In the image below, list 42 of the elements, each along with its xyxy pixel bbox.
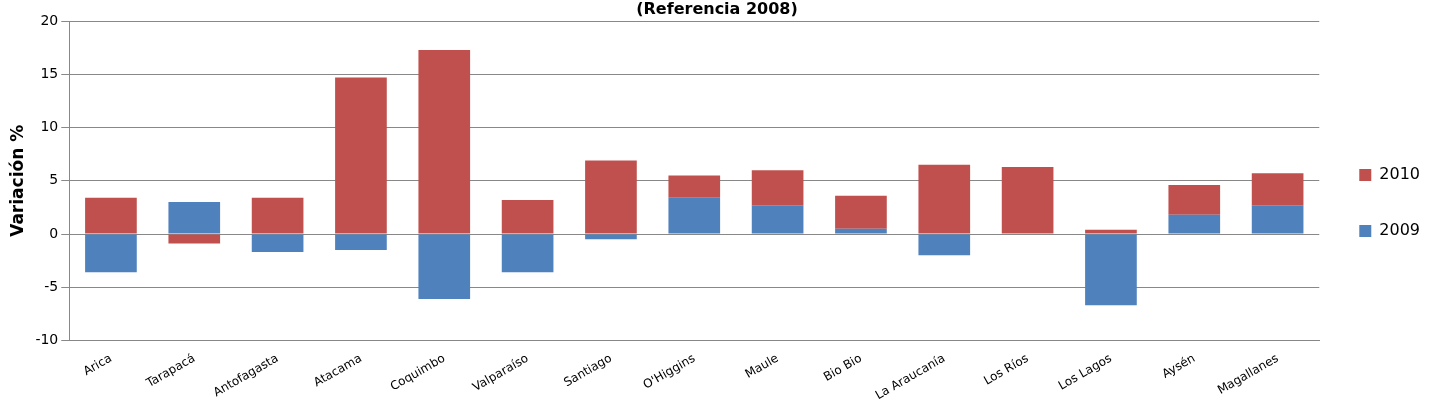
bar	[918, 164, 971, 234]
bar	[1085, 229, 1137, 234]
y-tick-label: 15	[40, 65, 59, 82]
y-tick-label: -10	[35, 331, 59, 348]
bar	[751, 170, 804, 206]
bar	[1085, 234, 1137, 306]
bar	[251, 234, 304, 253]
y-tick-label: 0	[49, 224, 59, 241]
bar	[501, 199, 554, 234]
x-tick-label: Arica	[80, 350, 114, 379]
x-tick-label: Los Ríos	[981, 350, 1031, 388]
y-axis-title: Variación %	[6, 124, 27, 237]
bar	[835, 195, 887, 229]
bar	[418, 49, 471, 234]
bar	[668, 175, 721, 198]
legend-label: 2010	[1379, 164, 1420, 184]
bar	[251, 197, 304, 234]
chart-title: (Referencia 2008)	[636, 0, 798, 18]
legend-label: 2009	[1379, 220, 1420, 240]
bar	[501, 234, 554, 273]
bar	[585, 160, 637, 234]
y-tick-label: -5	[44, 277, 59, 294]
bar	[751, 205, 804, 234]
bar	[335, 77, 387, 234]
bar	[85, 197, 137, 234]
bar	[1001, 166, 1054, 233]
y-tick-label: 5	[49, 171, 59, 188]
y-tick-label: 10	[40, 118, 59, 135]
bar	[1251, 173, 1304, 206]
bar	[918, 234, 971, 256]
bar	[85, 234, 137, 273]
bar	[335, 234, 387, 250]
y-tick-label: 20	[40, 11, 59, 28]
bar	[418, 234, 471, 299]
bar	[1251, 205, 1304, 234]
bar	[168, 234, 221, 244]
bar	[668, 197, 721, 234]
bar	[835, 228, 887, 234]
bar	[168, 202, 221, 234]
bar	[1168, 214, 1221, 234]
x-tick-label: Bio Bio	[821, 350, 864, 384]
bar	[1168, 185, 1221, 215]
